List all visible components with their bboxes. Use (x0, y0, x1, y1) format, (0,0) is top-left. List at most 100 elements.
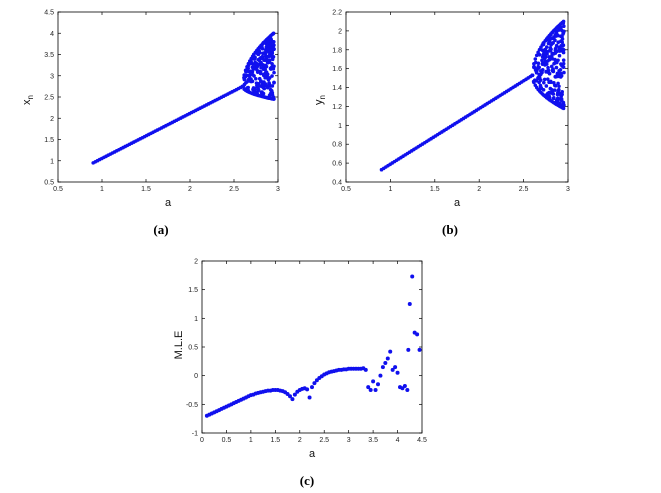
y-tick-label: -0.5 (186, 402, 198, 409)
data-point (272, 47, 276, 51)
data-point (410, 274, 415, 279)
data-point (261, 85, 266, 90)
x-tick-label: 0 (200, 437, 204, 444)
data-point (556, 33, 560, 38)
data-point (547, 39, 552, 44)
data-point (267, 81, 271, 85)
data-point (551, 67, 555, 71)
data-point (265, 72, 270, 77)
data-point (557, 97, 561, 101)
svg-text:yn: yn (313, 95, 327, 105)
data-point (254, 76, 258, 81)
data-point (560, 92, 564, 97)
y-tick-label: 1.6 (332, 66, 342, 73)
data-point (258, 71, 263, 76)
data-point (561, 61, 566, 66)
data-point (271, 54, 276, 59)
data-point (257, 49, 262, 53)
y-tick-label: 0.5 (188, 345, 198, 352)
y-tick-label: 0.8 (332, 142, 342, 149)
chart-panel-c: 0 0.5 1 1.5 2 2.5 3 3.5 4 4.5 -1 -0.5 0 0.5 1 1.5 2 a M… (173, 259, 427, 489)
data-point (561, 30, 566, 35)
y-tick-label: 0.6 (332, 161, 342, 168)
data-point (267, 58, 272, 63)
data-point (312, 381, 317, 386)
x-tick-label: 0.5 (53, 186, 63, 193)
y-tick-label: -1 (192, 431, 198, 438)
data-point (553, 83, 558, 88)
data-point (557, 87, 561, 92)
data-point (368, 388, 373, 392)
data-point (549, 47, 553, 52)
data-point (540, 70, 544, 75)
data-point (253, 55, 257, 60)
x-tick-label: 3 (276, 186, 280, 193)
data-point (559, 74, 564, 78)
data-point (363, 367, 368, 372)
chart-c-points (204, 274, 422, 418)
chart-a-ylabel-main: x (21, 99, 33, 105)
data-point (536, 61, 541, 66)
x-tick-label: 1 (388, 186, 392, 193)
y-tick-label: 1.5 (44, 137, 54, 144)
data-point (250, 79, 255, 84)
y-tick-label: 1.8 (332, 47, 342, 54)
data-point (263, 67, 267, 72)
data-point (534, 69, 539, 74)
data-point (554, 44, 559, 49)
chart-b-frame (345, 11, 569, 183)
data-point (544, 84, 549, 88)
data-point (550, 87, 554, 92)
data-point (562, 103, 566, 107)
data-point (561, 47, 566, 52)
data-point (560, 40, 565, 44)
data-point (562, 70, 566, 75)
data-point (549, 64, 554, 69)
data-point (533, 60, 538, 65)
y-tick-label: 1.4 (332, 85, 342, 92)
data-point (550, 54, 554, 58)
data-point (557, 53, 562, 58)
chart-panel-a: 0.5 1 1.5 2 2.5 3 0.5 1 1.5 2 2.5 3 3.5 4 4.5 a xn (a… (21, 10, 280, 238)
data-point (407, 302, 412, 306)
data-point (252, 74, 256, 78)
data-point (267, 76, 272, 80)
data-point (544, 62, 549, 66)
data-point (261, 91, 266, 96)
x-tick-label: 4.5 (417, 437, 427, 444)
data-point (561, 43, 566, 48)
data-point (551, 92, 556, 96)
data-point (272, 64, 276, 69)
x-tick-label: 1.5 (430, 186, 440, 193)
y-tick-label: 0.5 (44, 180, 54, 187)
x-tick-label: 2 (188, 186, 192, 193)
chart-b-ylabel-sub: n (318, 95, 327, 99)
x-tick-label: 2 (477, 186, 481, 193)
y-tick-label: 4.5 (44, 10, 54, 17)
data-point (393, 365, 398, 370)
data-point (269, 88, 274, 93)
data-point (557, 84, 561, 89)
y-tick-label: 2 (194, 259, 198, 266)
data-point (551, 41, 555, 45)
data-point (383, 361, 388, 366)
data-point (270, 61, 274, 66)
data-point (270, 84, 275, 88)
y-tick-label: 2.2 (332, 10, 342, 17)
data-point (253, 87, 258, 92)
data-point (417, 347, 422, 352)
y-tick-label: 1 (194, 316, 198, 323)
data-point (395, 370, 400, 375)
data-point (371, 379, 376, 384)
x-tick-label: 3.5 (368, 437, 378, 444)
chart-c-xlabel: a (309, 448, 316, 460)
data-point (548, 79, 553, 84)
y-tick-label: 1 (50, 158, 54, 165)
y-tick-label: 3 (50, 73, 54, 80)
data-point (268, 36, 273, 41)
data-point (553, 88, 557, 92)
data-point (537, 65, 541, 70)
x-tick-label: 4 (396, 437, 400, 444)
data-point (542, 50, 546, 55)
